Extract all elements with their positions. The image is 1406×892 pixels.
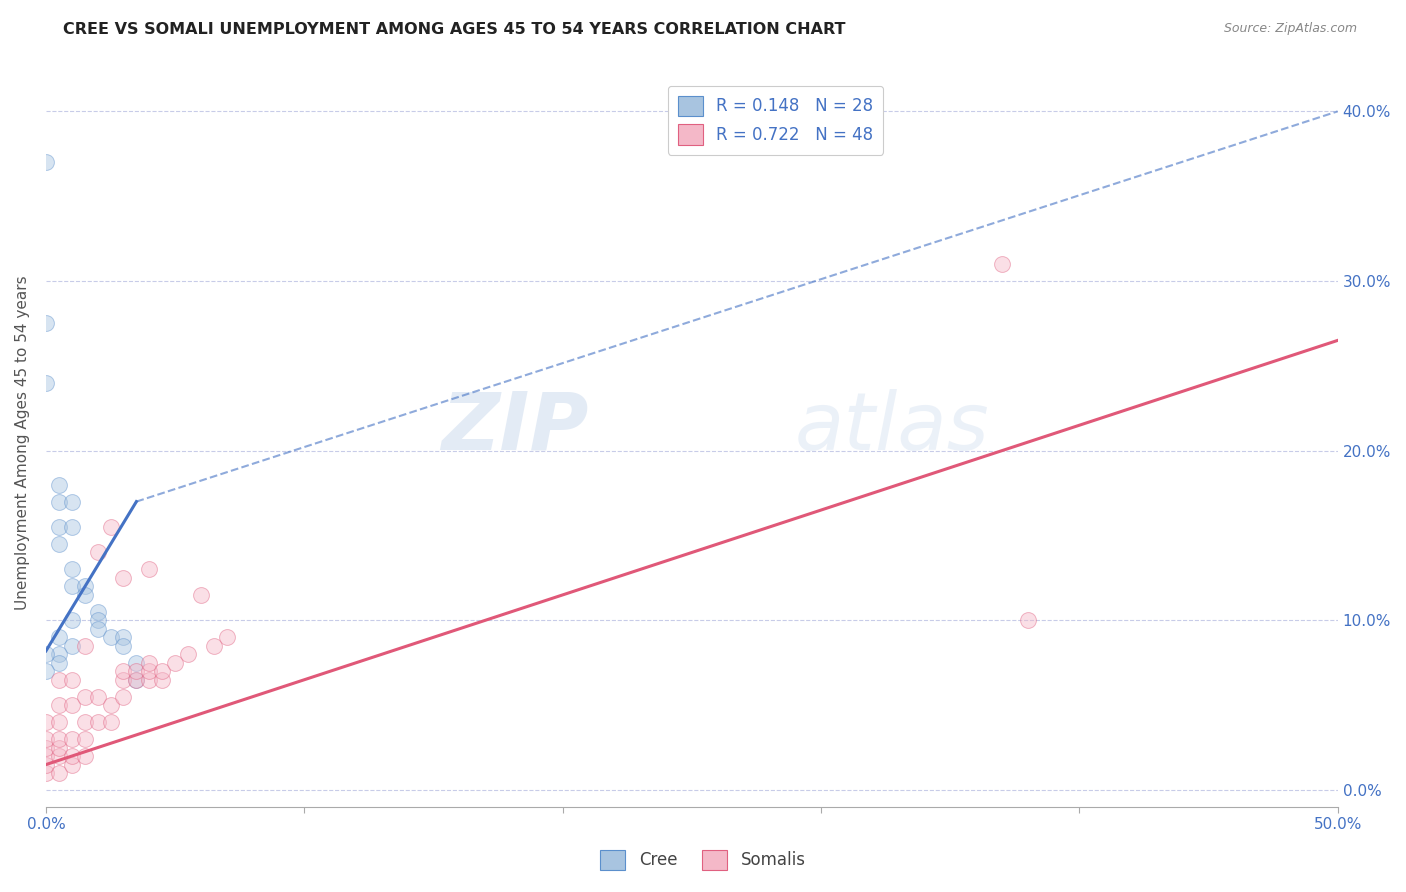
Point xyxy=(73,690,96,704)
Point xyxy=(138,673,160,687)
Point xyxy=(86,605,108,619)
Point xyxy=(138,665,160,679)
Point xyxy=(991,257,1014,271)
Legend: R = 0.148   N = 28, R = 0.722   N = 48: R = 0.148 N = 28, R = 0.722 N = 48 xyxy=(668,86,883,155)
Point xyxy=(150,665,173,679)
Point xyxy=(112,571,135,585)
Point xyxy=(48,630,70,644)
Point xyxy=(35,715,58,730)
Point xyxy=(1017,613,1039,627)
Point xyxy=(73,715,96,730)
Text: atlas: atlas xyxy=(796,389,990,467)
Point xyxy=(48,656,70,670)
Point xyxy=(35,155,58,169)
Point xyxy=(100,630,122,644)
Point xyxy=(60,613,83,627)
Point xyxy=(86,545,108,559)
Point xyxy=(48,749,70,764)
Point xyxy=(112,690,135,704)
Point xyxy=(48,477,70,491)
Point xyxy=(48,673,70,687)
Point xyxy=(73,579,96,593)
Point xyxy=(60,732,83,747)
Point xyxy=(60,749,83,764)
Point xyxy=(60,757,83,772)
Point xyxy=(48,494,70,508)
Point xyxy=(35,665,58,679)
Text: CREE VS SOMALI UNEMPLOYMENT AMONG AGES 45 TO 54 YEARS CORRELATION CHART: CREE VS SOMALI UNEMPLOYMENT AMONG AGES 4… xyxy=(63,22,846,37)
Legend: Cree, Somalis: Cree, Somalis xyxy=(593,843,813,877)
Point xyxy=(48,740,70,755)
Point xyxy=(35,732,58,747)
Point xyxy=(100,520,122,534)
Point xyxy=(48,732,70,747)
Point xyxy=(202,639,225,653)
Point xyxy=(177,648,200,662)
Point xyxy=(112,665,135,679)
Text: Source: ZipAtlas.com: Source: ZipAtlas.com xyxy=(1223,22,1357,36)
Point xyxy=(35,376,58,390)
Point xyxy=(35,749,58,764)
Point xyxy=(112,630,135,644)
Point xyxy=(73,639,96,653)
Point xyxy=(86,690,108,704)
Text: ZIP: ZIP xyxy=(441,389,589,467)
Point xyxy=(86,715,108,730)
Point xyxy=(73,749,96,764)
Point xyxy=(73,732,96,747)
Point xyxy=(125,673,148,687)
Point xyxy=(100,715,122,730)
Point xyxy=(60,673,83,687)
Point xyxy=(60,639,83,653)
Y-axis label: Unemployment Among Ages 45 to 54 years: Unemployment Among Ages 45 to 54 years xyxy=(15,275,30,609)
Point xyxy=(100,698,122,713)
Point xyxy=(60,698,83,713)
Point xyxy=(125,673,148,687)
Point xyxy=(138,656,160,670)
Point xyxy=(60,494,83,508)
Point xyxy=(48,537,70,551)
Point xyxy=(60,579,83,593)
Point xyxy=(125,665,148,679)
Point xyxy=(60,562,83,576)
Point xyxy=(165,656,187,670)
Point xyxy=(190,588,212,602)
Point xyxy=(48,648,70,662)
Point xyxy=(125,656,148,670)
Point xyxy=(35,766,58,780)
Point xyxy=(60,520,83,534)
Point xyxy=(138,562,160,576)
Point xyxy=(215,630,238,644)
Point xyxy=(112,639,135,653)
Point xyxy=(112,673,135,687)
Point xyxy=(35,757,58,772)
Point xyxy=(48,698,70,713)
Point xyxy=(150,673,173,687)
Point xyxy=(86,613,108,627)
Point xyxy=(73,588,96,602)
Point xyxy=(35,648,58,662)
Point xyxy=(48,715,70,730)
Point xyxy=(86,622,108,636)
Point xyxy=(35,317,58,331)
Point xyxy=(48,520,70,534)
Point xyxy=(35,740,58,755)
Point xyxy=(48,766,70,780)
